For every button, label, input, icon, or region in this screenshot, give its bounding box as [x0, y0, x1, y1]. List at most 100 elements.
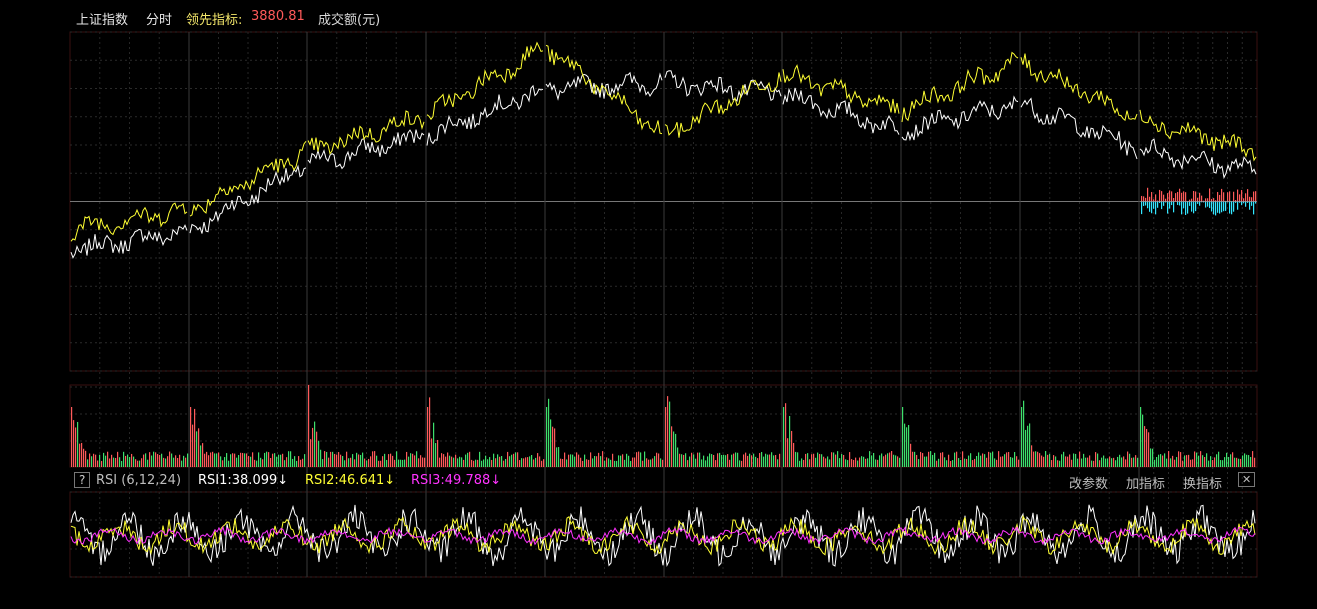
volume-bar	[771, 452, 773, 467]
volume-bar	[823, 456, 825, 467]
volume-bar	[1202, 455, 1204, 467]
volume-bar	[580, 457, 582, 467]
volume-bar	[420, 455, 422, 467]
volume-bar	[662, 459, 664, 467]
volume-bar	[1148, 432, 1150, 467]
volume-bar	[813, 453, 815, 467]
index-name[interactable]: 上证指数	[76, 13, 129, 28]
volume-bar	[799, 460, 801, 467]
volume-bar	[208, 455, 210, 467]
volume-bar	[479, 451, 481, 467]
flow-bar-up	[1145, 197, 1147, 202]
volume-bar	[572, 454, 574, 467]
volume-bar	[855, 457, 857, 467]
volume-bar	[946, 460, 948, 467]
volume-bar	[845, 459, 847, 467]
flow-bar-up	[1251, 197, 1253, 202]
volume-bar	[895, 455, 897, 467]
volume-bar	[242, 452, 244, 467]
volume-bar	[1218, 451, 1220, 467]
volume-bar	[998, 451, 1000, 467]
volume-bar	[865, 458, 867, 467]
volume-bar	[829, 459, 831, 467]
volume-bar	[145, 453, 147, 467]
price-line-segment	[901, 51, 1019, 123]
volume-bar	[899, 457, 901, 467]
flow-bar-up	[1199, 192, 1201, 202]
volume-bar	[1067, 456, 1069, 467]
volume-bar	[1091, 460, 1093, 467]
help-button[interactable]: ?	[74, 472, 91, 488]
volume-bar	[537, 453, 539, 467]
volume-bar	[640, 452, 642, 467]
volume-bar	[908, 425, 910, 467]
volume-bar	[465, 454, 467, 467]
volume-bar	[871, 455, 873, 467]
volume-bar	[489, 457, 491, 467]
volume-bar	[743, 454, 745, 467]
volume-bar	[123, 451, 125, 467]
volume-bar	[1057, 460, 1059, 467]
flow-bar-down	[1161, 201, 1163, 210]
volume-bar	[665, 407, 667, 467]
volume-bar	[543, 459, 545, 467]
volume-bar	[228, 460, 230, 467]
volume-bar	[1172, 455, 1174, 467]
flow-bar-up	[1201, 195, 1203, 202]
price-line-segment	[1139, 138, 1257, 180]
volume-bar	[382, 456, 384, 467]
volume-bar	[260, 457, 262, 467]
volume-bar	[1142, 414, 1144, 467]
volume-bar	[1204, 456, 1206, 467]
flow-bar-down	[1181, 201, 1183, 215]
add-indicator-button[interactable]: 加指标	[1126, 477, 1166, 492]
volume-bar	[330, 451, 332, 467]
switch-indicator-button[interactable]: 换指标	[1183, 477, 1223, 492]
volume-bar	[1186, 455, 1188, 467]
chart-header: 上证指数 分时 领先指标: 3880.81 成交额(元)	[0, 0, 1317, 34]
volume-bar	[773, 455, 775, 467]
volume-bar	[1131, 457, 1133, 467]
volume-bar	[525, 457, 527, 467]
volume-bar	[777, 459, 779, 467]
volume-bar	[402, 459, 404, 467]
volume-bar	[556, 447, 558, 467]
volume-bar	[1154, 459, 1156, 467]
flow-bar-up	[1171, 191, 1173, 202]
volume-bar	[691, 452, 693, 467]
volume-bar	[129, 457, 131, 467]
flow-bar-down	[1187, 201, 1189, 214]
flow-bar-down	[1237, 201, 1239, 210]
flow-bar-down	[1253, 201, 1255, 215]
edit-params-button[interactable]: 改参数	[1069, 477, 1109, 492]
volume-bar	[491, 459, 493, 467]
volume-bar	[214, 453, 216, 467]
volume-bar	[1230, 454, 1232, 467]
flow-bar-down	[1213, 201, 1215, 215]
close-icon[interactable]: ✕	[1238, 472, 1256, 487]
volume-bar	[433, 422, 435, 467]
flow-bar-down	[1203, 201, 1205, 203]
volume-bar	[982, 453, 984, 467]
volume-bar	[1111, 458, 1113, 467]
volume-bar	[1055, 456, 1057, 467]
volume-bar	[912, 451, 914, 467]
flow-bar-up	[1177, 191, 1179, 202]
volume-bar	[938, 458, 940, 467]
volume-bar	[1107, 458, 1109, 467]
flow-bar-down	[1141, 201, 1143, 215]
volume-bar	[368, 458, 370, 467]
volume-bar	[410, 453, 412, 467]
volume-bar	[1105, 458, 1107, 467]
volume-bar	[1152, 448, 1154, 467]
mode-label[interactable]: 分时	[146, 13, 173, 28]
volume-bar	[457, 458, 459, 467]
volume-bar	[1164, 453, 1166, 467]
volume-bar	[318, 440, 320, 467]
indicator-value: 3880.81	[251, 9, 305, 24]
flow-bar-down	[1153, 201, 1155, 209]
volume-bar	[298, 456, 300, 467]
flow-bar-down	[1239, 201, 1241, 203]
volume-bar	[1018, 459, 1020, 467]
